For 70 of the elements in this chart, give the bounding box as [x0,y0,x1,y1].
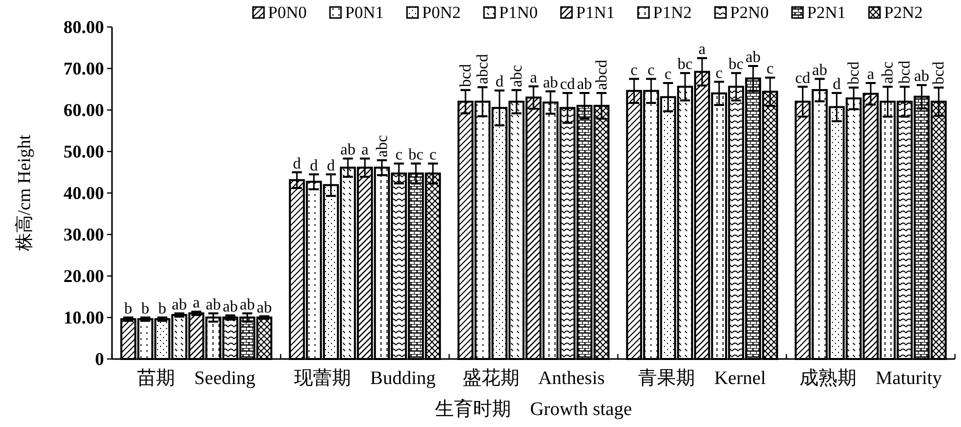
data-label: b [141,300,150,318]
legend-label: P0N1 [345,3,384,22]
data-label: ab [222,298,238,316]
y-tick-label: 0 [95,349,104,369]
data-label: ab [256,299,272,316]
y-tick-label: 70.00 [64,58,104,78]
data-label: a [192,294,200,312]
x-tick-label: 苗期 Seeding [137,368,256,389]
legend-label: P2N1 [807,3,846,22]
legend-label: P0N0 [268,3,307,22]
data-label: ab [576,76,592,93]
data-label: bcd [846,61,863,85]
x-axis-title: 生育时期 Growth stage [435,398,632,420]
data-label: c [429,146,436,164]
legend-label: P1N0 [499,3,538,22]
data-label: ab [746,49,761,66]
y-tick-label: 80.00 [64,17,104,37]
data-label: ab [240,296,255,314]
data-label: cd [795,70,810,87]
data-label: ab [914,68,930,86]
data-label: abc [880,62,897,84]
data-label: bcd [896,60,914,84]
data-label: abc [374,135,391,158]
data-label: a [698,41,706,58]
data-label: a [867,66,874,84]
data-label: abc [508,64,526,88]
data-label: bcd [930,61,948,85]
legend-label: P1N2 [653,3,692,22]
data-label: bcd [458,64,474,88]
data-label: ab [812,62,828,79]
data-label: b [158,300,166,318]
data-label: b [124,300,132,318]
legend-label: P2N0 [730,3,769,22]
data-label: bc [408,146,424,164]
data-label: c [395,146,402,164]
legend-label: P0N2 [422,3,461,22]
x-tick-label: 盛花期 Anthesis [462,368,605,389]
data-label: c [766,60,774,78]
data-label: bc [678,56,693,74]
data-label: ab [340,142,356,159]
data-label: d [292,155,301,172]
x-tick-label: 成熟期 Maturity [799,368,942,389]
data-label: abcd [594,60,610,90]
data-label: c [648,62,655,79]
legend-label: P2N2 [884,3,923,22]
y-axis-title: 株高/cm Height [14,134,34,252]
data-label: d [832,76,841,93]
data-label: d [310,157,318,174]
y-tick-label: 30.00 [64,224,104,244]
data-label: bc [728,56,744,74]
data-label: cd [560,76,576,93]
y-tick-label: 20.00 [64,266,104,286]
data-label: c [716,64,723,82]
data-label: ab [542,74,558,92]
data-label: ab [172,296,187,314]
data-label: a [361,142,368,159]
x-tick-label: 现蕾期 Budding [294,368,436,389]
y-tick-label: 40.00 [64,183,104,203]
legend-label: P1N1 [576,3,615,22]
data-label: ab [206,296,221,314]
x-tick-label: 青果期 Kernel [638,368,766,389]
data-label: d [496,73,504,90]
y-tick-label: 60.00 [64,100,104,120]
data-label: d [326,157,335,174]
data-label: a [530,69,538,86]
data-label: abcd [474,54,492,84]
y-tick-label: 50.00 [64,142,104,162]
data-label: c [630,62,638,79]
y-tick-label: 10.00 [64,308,104,328]
data-label: c [664,66,672,84]
